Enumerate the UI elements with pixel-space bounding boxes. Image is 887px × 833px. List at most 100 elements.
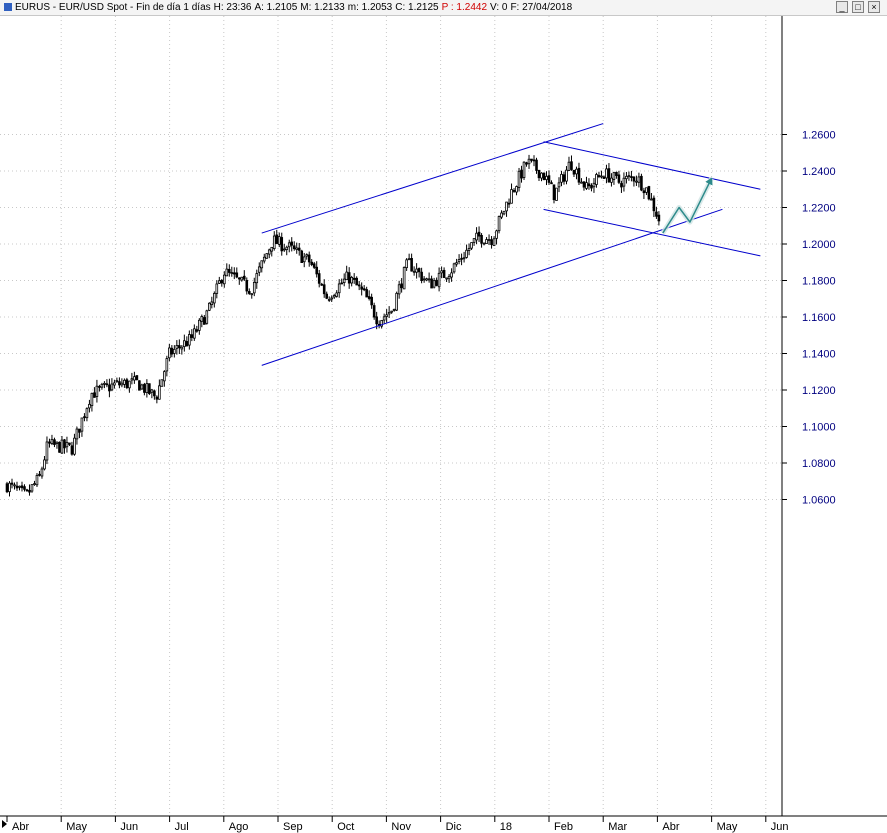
candle-93 [237, 277, 241, 285]
candle-140 [355, 276, 358, 286]
candle-146 [370, 293, 373, 309]
candle-45 [118, 377, 121, 389]
trendline-0[interactable] [261, 123, 604, 234]
candle-199 [502, 210, 506, 216]
candle-152 [385, 309, 388, 323]
candle-220 [555, 187, 558, 201]
candle-91 [232, 267, 236, 280]
candle-3 [13, 482, 16, 490]
candle-32 [85, 407, 89, 422]
candle-214 [540, 172, 543, 182]
candle-215 [542, 172, 546, 181]
candle-9 [28, 484, 31, 496]
candle-211 [532, 155, 536, 167]
candle-50 [130, 372, 134, 385]
candle-63 [163, 370, 166, 387]
candle-53 [138, 380, 141, 391]
candle-98 [250, 293, 254, 299]
candle-104 [265, 253, 269, 259]
candle-178 [450, 268, 453, 282]
candle-157 [397, 280, 401, 299]
candle-258 [650, 192, 653, 201]
candle-153 [387, 306, 391, 319]
trendline-2[interactable] [543, 141, 761, 190]
candle-106 [270, 246, 274, 257]
projection-shadow [660, 177, 714, 235]
candle-80 [205, 309, 209, 325]
candle-242 [610, 173, 613, 187]
trendline-3[interactable] [543, 208, 761, 257]
candle-70 [180, 345, 184, 355]
candle-125 [317, 269, 321, 288]
candle-180 [455, 258, 458, 267]
candle-17 [48, 438, 51, 448]
candle-200 [505, 201, 508, 217]
candle-21 [58, 441, 61, 453]
candle-168 [425, 277, 428, 282]
symbol-label: EURUS [15, 2, 51, 13]
stat-6: V: 0 [490, 2, 508, 13]
candle-14 [40, 466, 44, 479]
candle-257 [647, 185, 651, 201]
candle-193 [487, 234, 491, 246]
candle-122 [310, 259, 314, 267]
candle-67 [173, 345, 176, 358]
candle-188 [475, 227, 478, 245]
candle-130 [330, 295, 334, 302]
trendline-group[interactable] [261, 123, 761, 366]
candle-94 [240, 276, 244, 282]
candle-139 [352, 273, 356, 284]
stat-7: F: 27/04/2018 [510, 2, 573, 13]
candle-7 [23, 484, 26, 492]
candle-151 [382, 313, 386, 324]
candle-25 [68, 442, 71, 447]
trendline-1[interactable] [261, 208, 723, 366]
candle-39 [103, 381, 106, 389]
candle-233 [587, 178, 591, 190]
candle-58 [150, 388, 154, 399]
candle-192 [485, 237, 488, 244]
candle-159 [402, 266, 406, 290]
candle-20 [55, 441, 59, 449]
candle-49 [128, 380, 131, 393]
candle-4 [15, 481, 19, 491]
candle-30 [80, 417, 84, 437]
time-label-6: Oct [337, 821, 354, 833]
candlestick-series [5, 154, 661, 497]
candle-61 [158, 379, 161, 400]
candle-124 [315, 261, 319, 278]
candle-95 [242, 270, 246, 281]
price-chart[interactable]: 1.0600 1.0800 1.1000 1.1200 1.1400 1.1600 1.18… [0, 16, 887, 833]
candle-78 [200, 314, 204, 328]
candle-43 [113, 379, 116, 389]
candle-254 [640, 173, 643, 192]
candle-85 [218, 276, 221, 284]
time-label-3: Jul [175, 821, 189, 833]
candle-59 [153, 389, 156, 400]
restore-button[interactable]: □ [852, 1, 864, 13]
scroll-left-arrow-icon[interactable] [2, 820, 7, 828]
candle-238 [600, 170, 603, 179]
candle-64 [165, 355, 169, 377]
candle-31 [83, 413, 86, 422]
candle-107 [272, 231, 276, 251]
candle-155 [392, 308, 396, 312]
candle-259 [652, 195, 656, 218]
close-button[interactable]: × [868, 1, 880, 13]
price-label-2: 1.1000 [802, 422, 836, 434]
description-label: EUR/USD Spot - Fin de día 1 días [58, 2, 211, 13]
minimize-button[interactable]: _ [836, 1, 848, 13]
price-label-5: 1.1600 [802, 312, 836, 324]
projection-arrow [662, 177, 713, 234]
candle-36 [95, 379, 99, 403]
candle-97 [247, 288, 251, 295]
candle-248 [625, 171, 628, 184]
candle-179 [452, 262, 456, 274]
stat-5: P : 1.2442 [441, 2, 488, 13]
candle-170 [430, 275, 433, 289]
candle-181 [457, 254, 461, 265]
candle-245 [617, 170, 621, 185]
candle-244 [615, 171, 618, 179]
candle-206 [520, 165, 523, 183]
candle-135 [342, 273, 346, 287]
